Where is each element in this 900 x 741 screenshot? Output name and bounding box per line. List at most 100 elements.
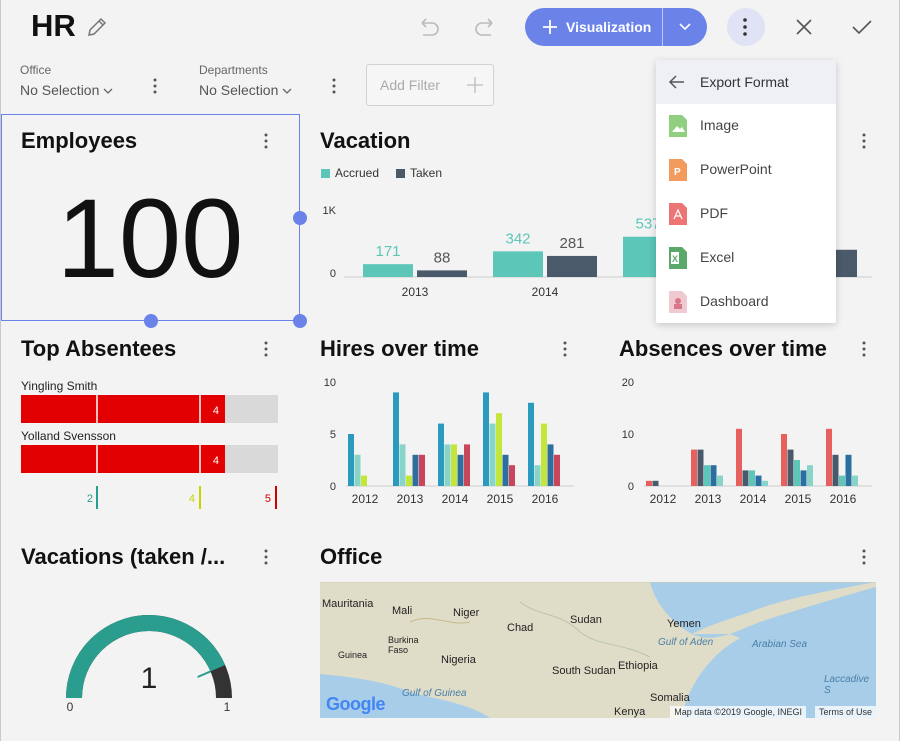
bar [697, 449, 704, 486]
pencil-icon[interactable] [86, 16, 108, 38]
map-label: Guinea [338, 650, 368, 660]
bar [509, 465, 515, 486]
bar [438, 423, 444, 486]
scale-label: 2 [87, 493, 93, 505]
svg-text:X: X [672, 254, 678, 264]
dashboard-icon [669, 291, 687, 313]
map-terms-link[interactable]: Terms of Use [814, 706, 876, 718]
x-tick-label: 2016 [532, 492, 559, 506]
bar [742, 470, 749, 486]
resize-handle-right[interactable] [293, 211, 307, 225]
chevron-down-icon[interactable] [678, 21, 692, 33]
absences-title: Absences over time [619, 336, 827, 361]
employees-menu-icon[interactable] [264, 133, 268, 149]
bar [363, 264, 413, 277]
top-absentees-chart: 4 4 2 4 5 [21, 395, 278, 509]
bar [800, 470, 807, 486]
bar [541, 423, 547, 486]
bar [451, 444, 457, 486]
bar [348, 434, 354, 486]
employees-count: 100 [56, 176, 244, 301]
export-pdf-item[interactable]: PDF [656, 192, 836, 236]
filter-departments-select[interactable]: No Selection [199, 82, 292, 98]
bar [361, 475, 367, 486]
export-image-item[interactable]: Image [656, 104, 836, 148]
data-label: 342 [505, 230, 530, 247]
undo-icon[interactable] [414, 13, 442, 41]
gauge-max: 1 [224, 700, 231, 714]
filter-office-select[interactable]: No Selection [20, 82, 113, 98]
bar [787, 449, 794, 486]
hires-menu-icon[interactable] [563, 341, 567, 357]
legend-label: Accrued [335, 166, 380, 180]
export-dashboard-item[interactable]: Dashboard [656, 280, 836, 324]
x-tick-label: 2016 [830, 492, 857, 506]
bar [419, 454, 425, 486]
close-icon[interactable] [790, 13, 818, 41]
checkmark-icon[interactable] [848, 13, 876, 41]
office-title: Office [320, 544, 383, 569]
top-absentees-menu-icon[interactable] [264, 341, 268, 357]
office-menu-icon[interactable] [862, 549, 866, 565]
y-tick-label: 0 [628, 481, 634, 493]
y-tick-label: 1K [323, 205, 337, 217]
resize-handle-corner[interactable] [293, 314, 307, 328]
vacations-gauge-menu-icon[interactable] [264, 549, 268, 565]
vacation-title: Vacation [320, 128, 411, 153]
y-tick-label: 10 [324, 377, 336, 389]
bar [406, 475, 412, 486]
bar [794, 460, 800, 486]
resize-handle-bottom[interactable] [144, 314, 158, 328]
scale-label: 4 [189, 493, 195, 505]
bar [807, 465, 813, 486]
map-label: Niger [453, 607, 480, 619]
y-tick-label: 0 [330, 268, 336, 280]
map-attribution: Map data ©2019 Google, INEGI [670, 706, 806, 718]
map-label: Mali [392, 605, 413, 617]
more-options-button[interactable] [727, 8, 765, 46]
bullet-value: 4 [213, 405, 219, 417]
add-filter-label: Add Filter [380, 77, 440, 93]
pdf-icon [669, 203, 687, 225]
bar [704, 465, 710, 486]
export-excel-item[interactable]: X Excel [656, 236, 836, 280]
x-tick-label: 2015 [785, 492, 812, 506]
data-label: 88 [434, 249, 451, 266]
redo-icon[interactable] [472, 13, 500, 41]
employees-title: Employees [21, 128, 138, 153]
plus-icon [467, 77, 483, 93]
bar [412, 454, 419, 486]
export-item-label: Image [700, 117, 739, 133]
google-logo-text: Google [326, 694, 386, 714]
legend-swatch [396, 168, 405, 178]
x-tick-label: 2014 [532, 285, 559, 299]
vacation-legend-taken: Taken [396, 166, 442, 180]
x-tick-label: 2013 [397, 492, 424, 506]
filter-departments-menu-icon[interactable] [332, 78, 336, 94]
bullet-bar [21, 445, 225, 473]
powerpoint-icon: P [669, 159, 687, 181]
gauge-fill [66, 615, 226, 699]
export-powerpoint-item[interactable]: P PowerPoint [656, 148, 836, 192]
map-label: Nigeria [441, 654, 476, 666]
bar [717, 475, 723, 486]
bar [399, 444, 406, 486]
map-label: Mauritania [322, 598, 374, 610]
filter-office-menu-icon[interactable] [153, 78, 157, 94]
absentee-name: Yingling Smith [21, 379, 98, 393]
visualization-button[interactable]: Visualization [525, 8, 707, 46]
vacations-gauge: 1 0 1 [66, 615, 232, 714]
plus-icon [543, 20, 557, 34]
add-filter-button[interactable]: Add Filter [366, 64, 494, 106]
dashboard-title: HR [31, 8, 76, 43]
bar [781, 434, 787, 486]
x-tick-label: 2012 [650, 492, 677, 506]
export-menu-title: Export Format [700, 74, 789, 90]
bar [483, 392, 489, 486]
button-separator [662, 8, 663, 46]
absences-menu-icon[interactable] [862, 341, 866, 357]
export-menu-header[interactable]: Export Format [656, 60, 836, 104]
back-arrow-icon[interactable] [668, 73, 686, 91]
office-map[interactable]: Mauritania Mali Niger Chad Sudan Yemen G… [320, 582, 876, 718]
vacation-menu-icon[interactable] [862, 133, 866, 149]
